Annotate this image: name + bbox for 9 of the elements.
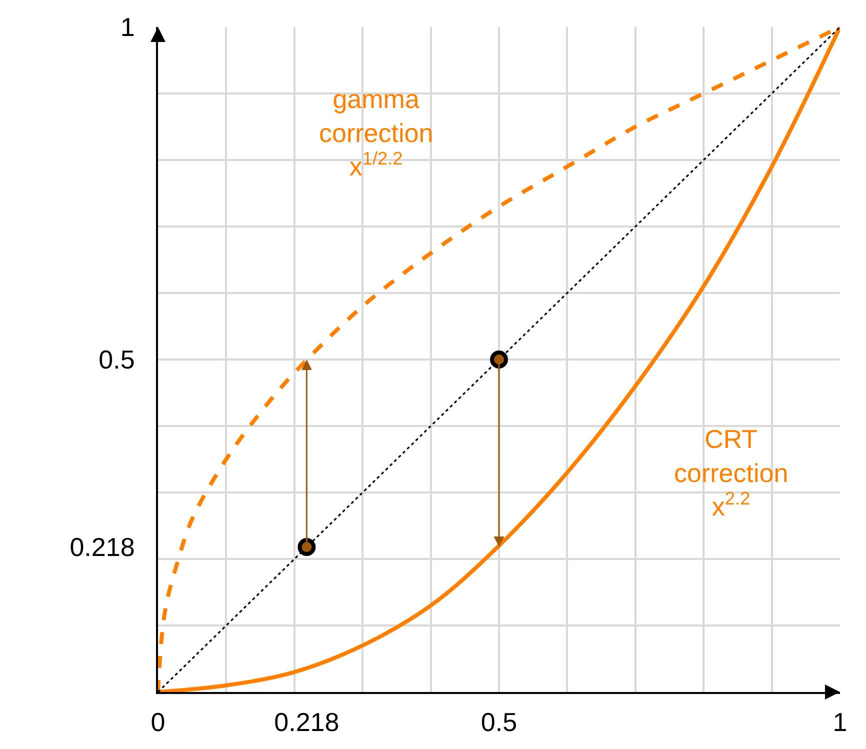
x-tick-label: 0: [150, 707, 166, 738]
x-tick-label: 0.218: [274, 707, 340, 738]
y-tick-label: 0.218: [70, 532, 135, 562]
annotation: gamma correction x$^{1/2.2}$: [319, 84, 434, 182]
x-tick-label: 1: [832, 707, 848, 738]
y-tick-label: 1: [120, 12, 135, 42]
x-tick-label: 0.5: [480, 707, 518, 738]
annotation: CRT correction x$^{2.2}$: [674, 424, 788, 522]
y-tick-label: 0.5: [98, 344, 135, 375]
